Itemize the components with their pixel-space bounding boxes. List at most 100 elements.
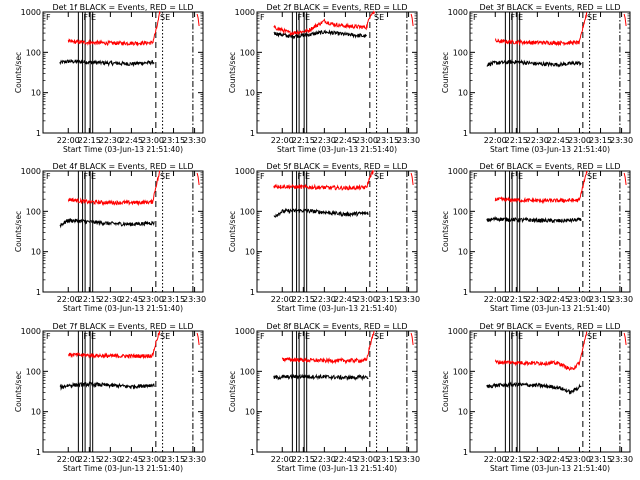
- panel-title: Det 2f BLACK = Events, RED = LLD: [266, 3, 407, 12]
- x-tick-label: 23:30: [610, 455, 633, 464]
- panel-title: Det 1f BLACK = Events, RED = LLD: [52, 3, 193, 12]
- flag-annotation: F: [473, 172, 478, 181]
- panel-title: Det 6f BLACK = Events, RED = LLD: [479, 162, 620, 171]
- lld-recovery-line: [410, 332, 414, 346]
- y-tick-label: 10: [458, 248, 468, 257]
- plot-frame: [42, 330, 204, 453]
- panel-title: Det 8f BLACK = Events, RED = LLD: [266, 322, 407, 331]
- flag-annotation: F: [83, 13, 88, 22]
- y-tick-label: 1000: [21, 8, 41, 17]
- y-tick-label: 1: [463, 129, 468, 138]
- x-tick-label: 22:30: [526, 136, 549, 145]
- y-tick-label: 1000: [448, 327, 468, 336]
- events-line: [273, 29, 367, 40]
- x-axis-label: Start Time (03-Jun-13 21:51:40): [277, 304, 397, 313]
- detector-panel-5: Det 5f BLACK = Events, RED = LLD 1 10 100 10…: [228, 162, 420, 313]
- flag-annotation: SE: [374, 13, 384, 22]
- panel-title: Det 5f BLACK = Events, RED = LLD: [266, 162, 407, 171]
- x-tick-label: 22:30: [313, 455, 336, 464]
- x-tick-label: 22:15: [505, 295, 528, 304]
- y-tick-label: 100: [453, 207, 468, 216]
- x-tick-label: 22:15: [78, 455, 101, 464]
- x-tick-label: 23:00: [355, 295, 378, 304]
- y-tick-label: 1: [36, 129, 41, 138]
- x-tick-label: 22:45: [120, 455, 143, 464]
- x-tick-label: 22:00: [271, 295, 294, 304]
- panel-title: Det 9f BLACK = Events, RED = LLD: [479, 322, 620, 331]
- y-tick-label: 1000: [21, 327, 41, 336]
- y-axis-label: Counts/sec: [228, 371, 237, 412]
- x-tick-label: 23:15: [589, 455, 612, 464]
- flag-annotation: E: [305, 332, 310, 341]
- flag-annotation: SE: [160, 13, 170, 22]
- plot-frame: [469, 330, 631, 453]
- y-axis-label: Counts/sec: [14, 52, 23, 93]
- x-tick-label: 22:30: [526, 295, 549, 304]
- x-tick-label: 23:15: [376, 295, 399, 304]
- y-tick-label: 100: [240, 48, 255, 57]
- x-axis-label: Start Time (03-Jun-13 21:51:40): [63, 304, 183, 313]
- flag-annotation: F: [46, 172, 51, 181]
- x-tick-label: 23:30: [183, 295, 206, 304]
- flag-annotation: E: [91, 172, 96, 181]
- x-tick-label: 22:45: [334, 136, 357, 145]
- x-tick-label: 22:30: [313, 136, 336, 145]
- y-tick-label: 10: [31, 89, 41, 98]
- detector-panel-7: Det 7f BLACK = Events, RED = LLD 1 10 100 10…: [14, 322, 206, 473]
- x-axis-label: Start Time (03-Jun-13 21:51:40): [277, 464, 397, 473]
- lld-recovery-line: [196, 172, 200, 186]
- x-tick-label: 23:30: [610, 295, 633, 304]
- y-tick-label: 10: [31, 408, 41, 417]
- x-tick-label: 22:15: [292, 136, 315, 145]
- y-tick-label: 1: [250, 448, 255, 457]
- flag-annotation: E: [518, 332, 523, 341]
- x-tick-label: 22:30: [99, 136, 122, 145]
- y-tick-label: 1: [36, 448, 41, 457]
- lld-line: [494, 12, 588, 47]
- lld-recovery-line: [196, 332, 200, 346]
- x-tick-label: 22:00: [271, 136, 294, 145]
- events-line: [273, 207, 369, 218]
- panel-title: Det 7f BLACK = Events, RED = LLD: [52, 322, 193, 331]
- x-tick-label: 22:30: [99, 455, 122, 464]
- x-tick-label: 22:00: [57, 136, 80, 145]
- flag-annotation: F: [260, 13, 265, 22]
- detector-panel-4: Det 4f BLACK = Events, RED = LLD 1 10 100 10…: [14, 162, 206, 313]
- flag-annotation: F: [260, 332, 265, 341]
- flag-annotation: SE: [587, 172, 597, 181]
- flag-annotation: F: [510, 172, 515, 181]
- flag-annotation: SE: [160, 332, 170, 341]
- x-tick-label: 22:15: [78, 136, 101, 145]
- y-axis-label: Counts/sec: [14, 371, 23, 412]
- flag-annotation: SE: [374, 332, 384, 341]
- y-tick-label: 10: [245, 248, 255, 257]
- lld-line: [67, 170, 161, 207]
- lld-recovery-line: [410, 13, 414, 27]
- lld-line: [67, 330, 161, 360]
- y-tick-label: 1: [250, 288, 255, 297]
- plot-frame: [256, 330, 418, 453]
- x-tick-label: 22:30: [99, 295, 122, 304]
- lld-line: [273, 10, 375, 36]
- flag-annotation: E: [305, 172, 310, 181]
- y-axis-label: Counts/sec: [441, 211, 450, 252]
- x-tick-label: 23:00: [568, 295, 591, 304]
- x-axis-label: Start Time (03-Jun-13 21:51:40): [490, 145, 610, 154]
- x-axis-label: Start Time (03-Jun-13 21:51:40): [63, 464, 183, 473]
- x-tick-label: 23:00: [355, 455, 378, 464]
- lld-line: [494, 170, 588, 205]
- y-tick-label: 1: [463, 288, 468, 297]
- plot-frame: [42, 170, 204, 293]
- events-line: [59, 217, 155, 229]
- x-tick-label: 22:45: [120, 136, 143, 145]
- x-tick-label: 22:00: [57, 455, 80, 464]
- flag-annotation: F: [510, 13, 515, 22]
- x-tick-label: 22:00: [484, 295, 507, 304]
- x-axis-label: Start Time (03-Jun-13 21:51:40): [277, 145, 397, 154]
- y-tick-label: 10: [245, 408, 255, 417]
- y-tick-label: 10: [31, 248, 41, 257]
- x-tick-label: 22:30: [313, 295, 336, 304]
- flag-annotation: E: [91, 332, 96, 341]
- lld-recovery-line: [410, 172, 414, 186]
- x-tick-label: 23:15: [589, 295, 612, 304]
